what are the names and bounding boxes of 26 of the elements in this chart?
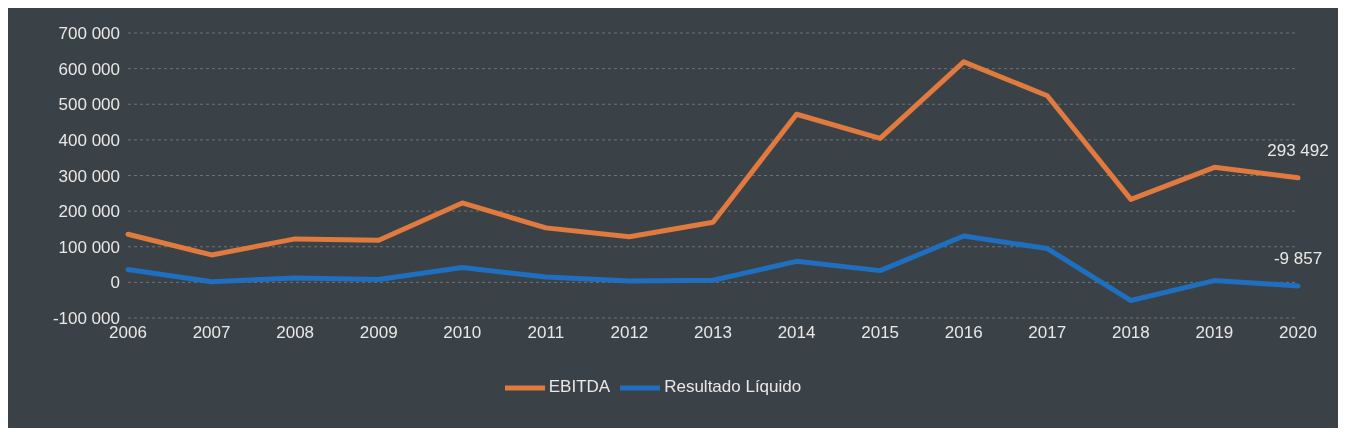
- x-tick-label: 2009: [359, 323, 398, 343]
- x-tick-label: 2016: [944, 323, 983, 343]
- x-tick-label: 2015: [861, 323, 900, 343]
- y-tick-label: 400 000: [58, 130, 120, 150]
- y-tick-label: 100 000: [58, 237, 120, 257]
- x-tick-label: 2012: [610, 323, 649, 343]
- data-label: 293 492: [1267, 140, 1329, 160]
- y-tick-label: 0: [110, 273, 120, 293]
- y-tick-label: 200 000: [58, 202, 120, 222]
- legend-label: Resultado Líquido: [664, 377, 802, 397]
- x-tick-label: 2007: [192, 323, 231, 343]
- x-tick-label: 2011: [527, 323, 565, 343]
- x-tick-label: 2020: [1279, 323, 1317, 343]
- x-tick-label: 2008: [276, 323, 315, 343]
- x-tick-label: 2013: [694, 323, 732, 343]
- x-tick-label: 2014: [777, 323, 816, 343]
- data-label: -9 857: [1273, 248, 1323, 268]
- legend-label: EBITDA: [548, 377, 611, 397]
- x-tick-label: 2017: [1028, 323, 1067, 343]
- x-tick-label: 2018: [1111, 323, 1150, 343]
- x-tick-label: 2019: [1195, 323, 1234, 343]
- y-tick-label: 600 000: [58, 59, 120, 79]
- x-tick-label: 2010: [443, 323, 482, 343]
- y-tick-label: 500 000: [58, 95, 120, 115]
- y-tick-label: 300 000: [58, 166, 120, 186]
- y-tick-label: 700 000: [58, 24, 120, 44]
